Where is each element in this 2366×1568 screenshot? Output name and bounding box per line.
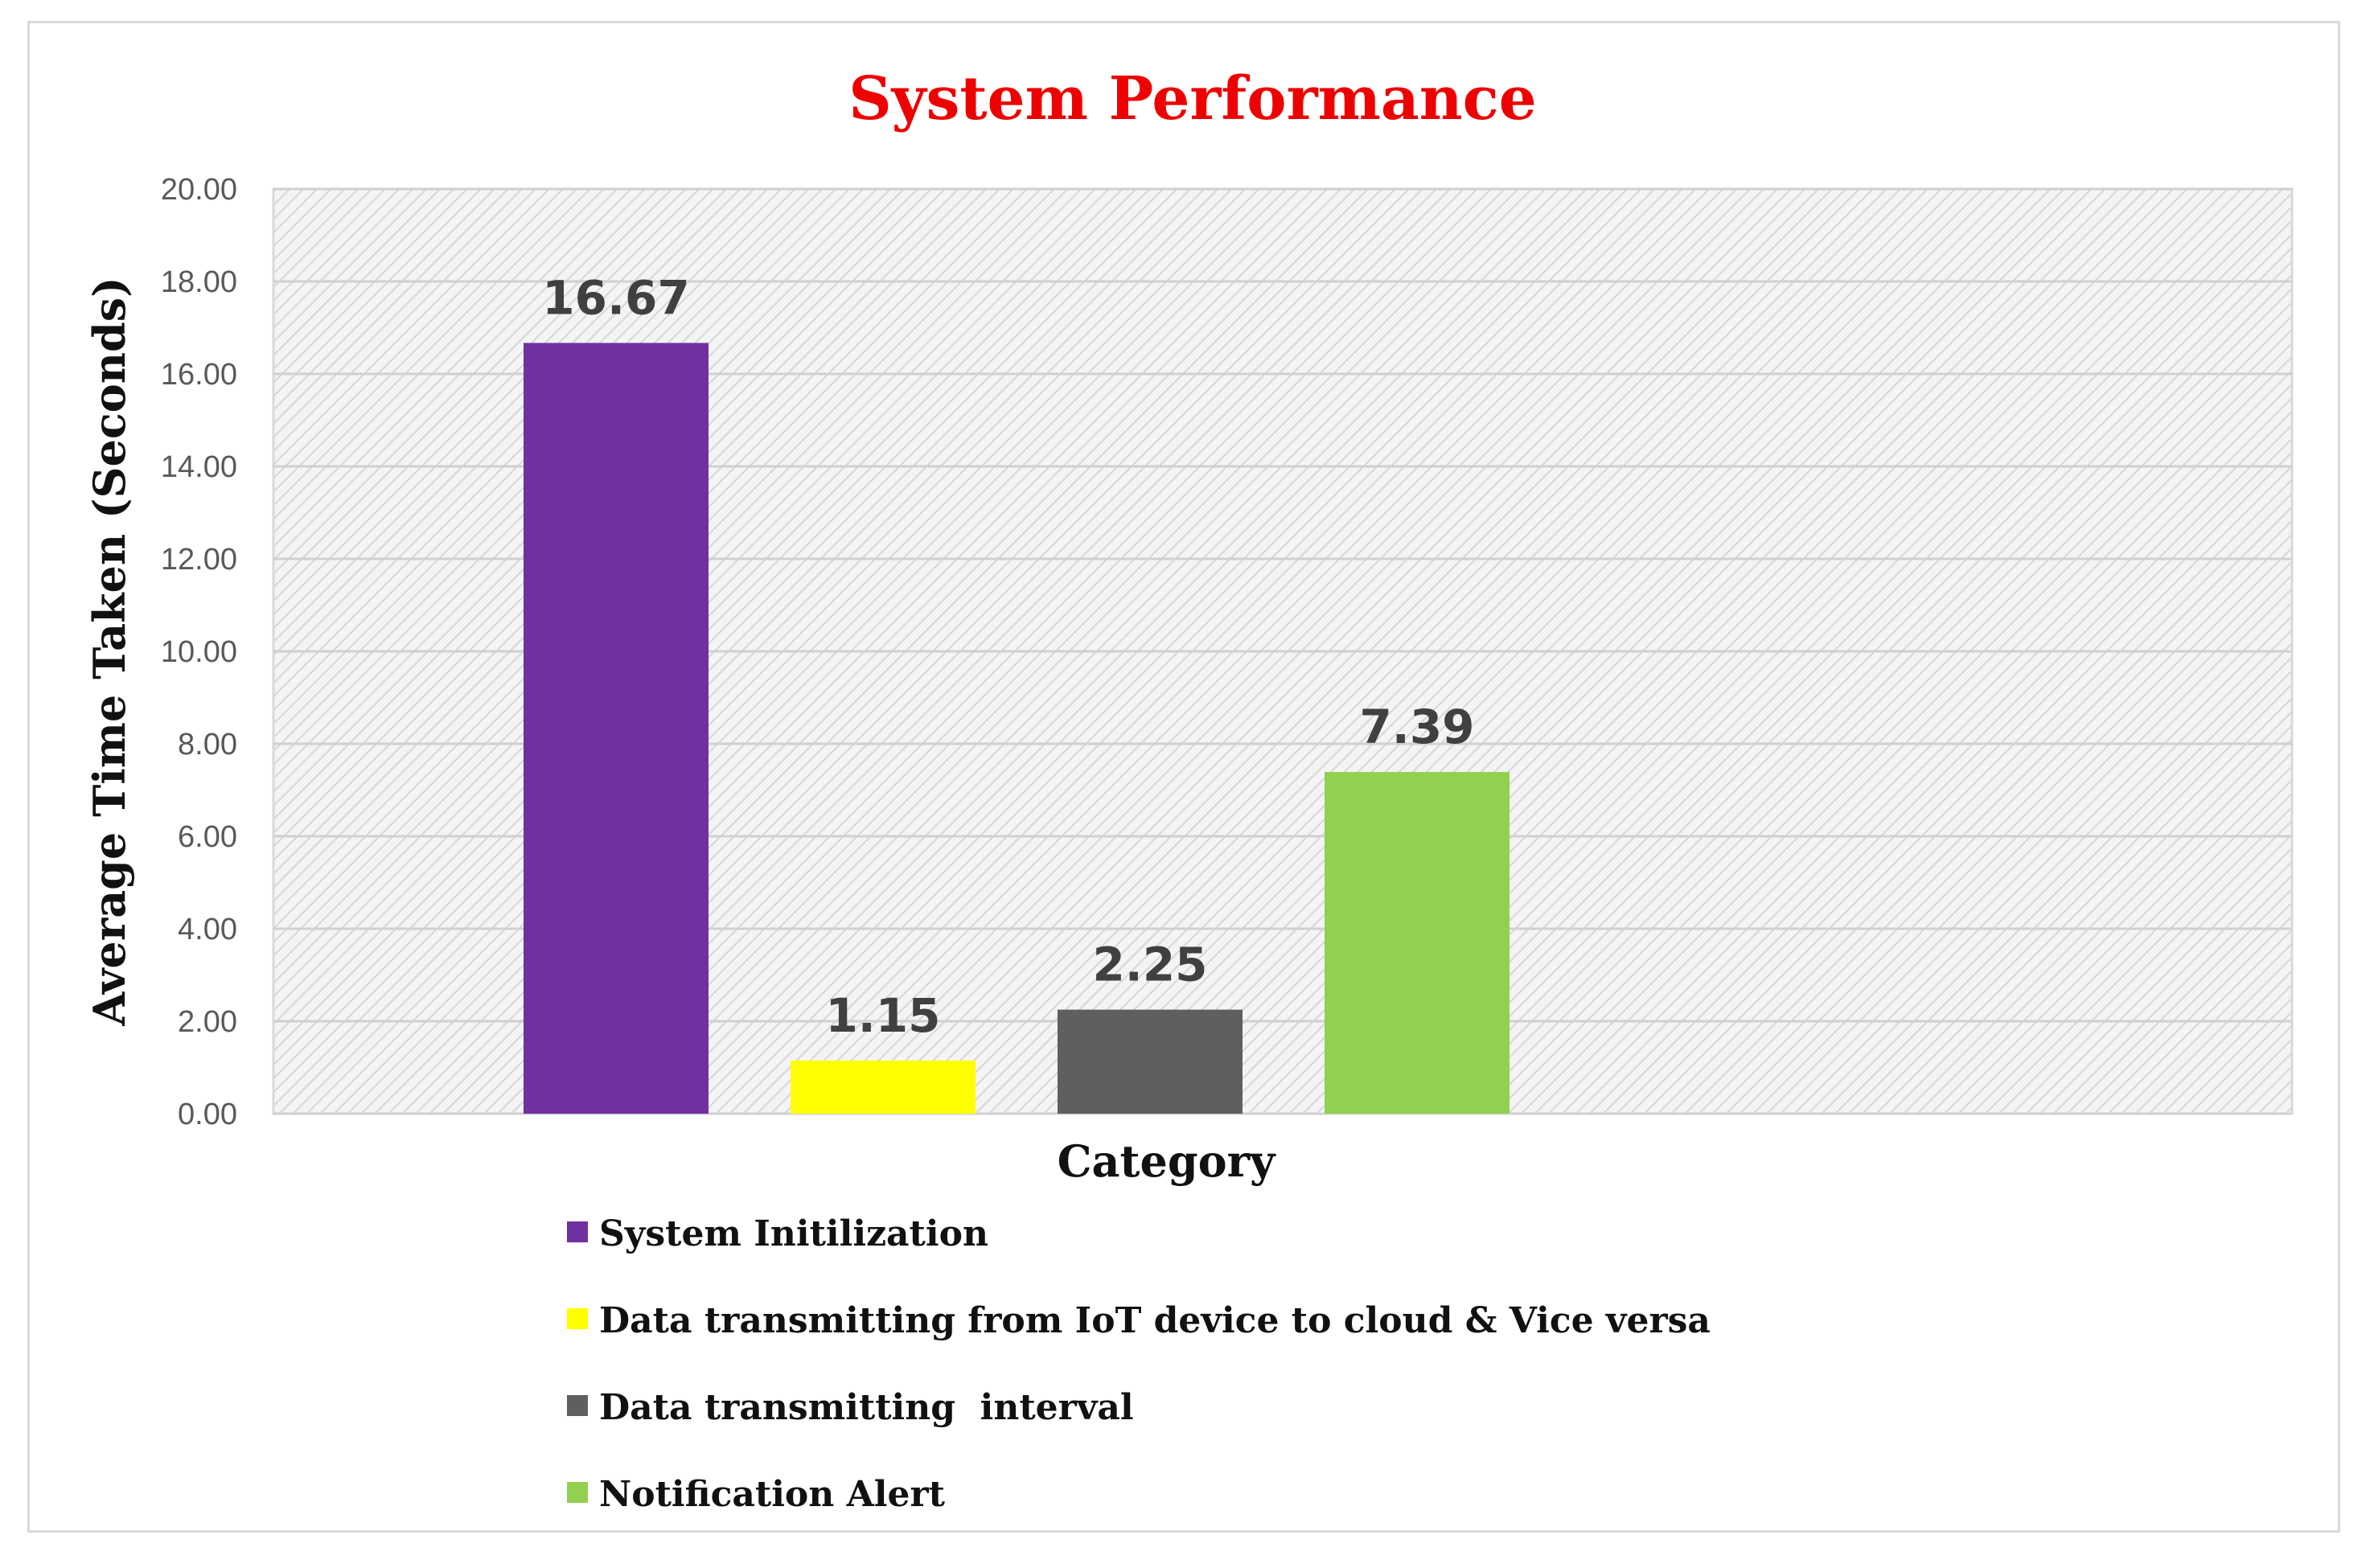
y-tick-label: 4.00 [178, 913, 237, 946]
data-labels: 16.67 1.15 2.25 7.39 [542, 270, 1474, 1042]
legend-label: Data transmitting from IoT device to clo… [599, 1300, 1711, 1341]
legend-label: Data transmitting interval [599, 1387, 1134, 1428]
data-label: 2.25 [1092, 938, 1207, 992]
y-axis-title: Average Time Taken (Seconds) [84, 277, 135, 1026]
y-axis-ticks: 0.00 2.00 4.00 6.00 8.00 10.00 12.00 14.00 16.00… [161, 173, 237, 1131]
legend-swatch [567, 1221, 588, 1242]
data-label: 7.39 [1359, 700, 1474, 754]
x-axis-title: Category [1058, 1135, 1276, 1187]
legend-swatch [567, 1308, 588, 1329]
chart-title: System Performance [848, 64, 1537, 133]
bar [791, 1060, 976, 1114]
bar [524, 343, 709, 1114]
legend-swatch [567, 1395, 588, 1416]
y-tick-label: 14.00 [161, 450, 237, 484]
y-tick-label: 0.00 [178, 1098, 237, 1131]
legend: System Initilization Data transmitting fr… [567, 1213, 1711, 1515]
y-tick-label: 8.00 [178, 728, 237, 761]
y-tick-label: 16.00 [161, 358, 237, 392]
legend-label: Notification Alert [599, 1474, 946, 1515]
data-label: 16.67 [542, 270, 689, 325]
bar [1058, 1009, 1243, 1114]
y-tick-label: 20.00 [161, 173, 237, 207]
legend-label: System Initilization [599, 1213, 988, 1254]
y-tick-label: 12.00 [161, 543, 237, 577]
y-tick-label: 6.00 [178, 820, 237, 854]
data-label: 1.15 [825, 988, 940, 1043]
legend-swatch [567, 1482, 588, 1503]
y-tick-label: 10.00 [161, 635, 237, 669]
bars [524, 343, 1510, 1114]
bar [1325, 772, 1510, 1114]
y-tick-label: 18.00 [161, 265, 237, 299]
y-tick-label: 2.00 [178, 1005, 237, 1039]
